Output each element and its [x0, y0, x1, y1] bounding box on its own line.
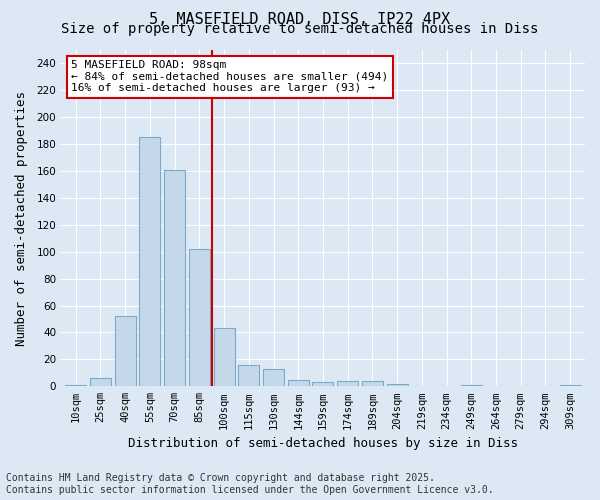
Bar [337, 381, 358, 386]
Text: Size of property relative to semi-detached houses in Diss: Size of property relative to semi-detach… [61, 22, 539, 36]
Text: 5, MASEFIELD ROAD, DISS, IP22 4PX: 5, MASEFIELD ROAD, DISS, IP22 4PX [149, 12, 451, 28]
Bar [560, 385, 581, 386]
Bar [90, 378, 111, 386]
Bar [189, 249, 210, 386]
Bar [461, 385, 482, 386]
Bar [386, 384, 407, 386]
Bar [362, 381, 383, 386]
Bar [238, 365, 259, 386]
Bar [214, 328, 235, 386]
Bar [65, 385, 86, 386]
Bar [139, 138, 160, 386]
Text: 5 MASEFIELD ROAD: 98sqm
← 84% of semi-detached houses are smaller (494)
16% of s: 5 MASEFIELD ROAD: 98sqm ← 84% of semi-de… [71, 60, 389, 94]
Bar [313, 382, 334, 386]
Bar [263, 369, 284, 386]
Bar [164, 170, 185, 386]
Bar [288, 380, 309, 386]
X-axis label: Distribution of semi-detached houses by size in Diss: Distribution of semi-detached houses by … [128, 437, 518, 450]
Y-axis label: Number of semi-detached properties: Number of semi-detached properties [15, 90, 28, 346]
Bar [115, 316, 136, 386]
Text: Contains HM Land Registry data © Crown copyright and database right 2025.
Contai: Contains HM Land Registry data © Crown c… [6, 474, 494, 495]
